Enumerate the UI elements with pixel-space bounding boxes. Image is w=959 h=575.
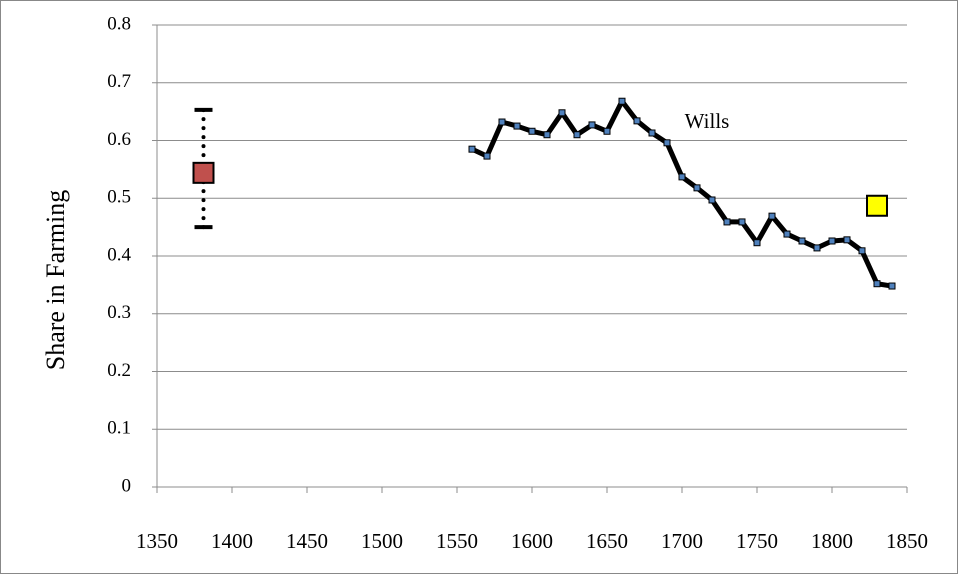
- x-tick-label: 1450: [286, 529, 328, 553]
- line-marker: [858, 247, 866, 255]
- line-marker: [783, 230, 791, 238]
- x-tick-label: 1400: [211, 529, 253, 553]
- y-tick-label: 0.1: [107, 418, 131, 439]
- line-marker: [843, 236, 851, 244]
- line-marker: [753, 239, 761, 247]
- y-tick-label: 0: [122, 475, 132, 496]
- y-tick-label: 0.6: [107, 129, 131, 150]
- line-marker: [558, 109, 566, 117]
- point-marker: [866, 194, 888, 217]
- y-tick-label: 0.3: [107, 302, 131, 323]
- x-tick-label: 1650: [586, 529, 628, 553]
- x-tick-label: 1850: [886, 529, 928, 553]
- x-tick-label: 1800: [811, 529, 853, 553]
- x-tick-label: 1750: [736, 529, 778, 553]
- line-marker: [888, 282, 896, 290]
- line-marker: [528, 127, 536, 135]
- line-marker: [723, 218, 731, 226]
- y-axis-label: Share in Farming: [41, 190, 70, 371]
- line-marker: [708, 196, 716, 204]
- line-marker: [648, 129, 656, 137]
- line-marker: [633, 117, 641, 125]
- line-marker: [588, 121, 596, 129]
- line-marker: [603, 127, 611, 135]
- line-marker: [543, 131, 551, 139]
- line-marker: [618, 97, 626, 105]
- y-tick-label: 0.7: [107, 71, 131, 92]
- line-marker: [663, 139, 671, 147]
- line-marker: [813, 244, 821, 252]
- x-tick-label: 1600: [511, 529, 553, 553]
- y-tick-label: 0.8: [107, 13, 131, 34]
- line-marker: [678, 173, 686, 181]
- line-marker: [483, 152, 491, 160]
- x-tick-label: 1350: [136, 529, 178, 553]
- x-tick-label: 1500: [361, 529, 403, 553]
- x-tick-label: 1700: [661, 529, 703, 553]
- line-marker: [798, 237, 806, 245]
- line-marker: [573, 131, 581, 139]
- series-label: Wills: [685, 109, 730, 133]
- line-marker: [873, 280, 881, 288]
- line-marker: [738, 218, 746, 226]
- x-tick-label: 1550: [436, 529, 478, 553]
- line-marker: [513, 122, 521, 130]
- y-tick-label: 0.2: [107, 360, 131, 381]
- line-marker: [498, 118, 506, 126]
- line-marker: [828, 237, 836, 245]
- line-marker: [468, 145, 476, 153]
- line-marker: [768, 212, 776, 220]
- y-tick-label: 0.4: [107, 244, 131, 265]
- point-marker: [192, 161, 215, 184]
- line-marker: [693, 184, 701, 192]
- y-tick-label: 0.5: [107, 187, 131, 208]
